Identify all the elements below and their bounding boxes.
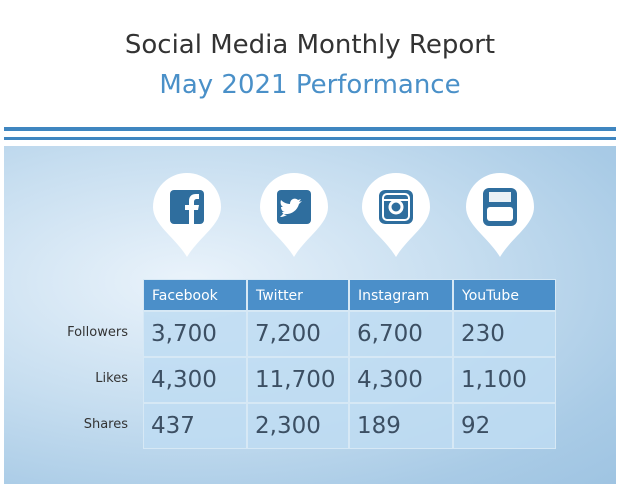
column-header: Instagram <box>349 279 453 311</box>
table-cell: 437 <box>143 403 247 449</box>
table-cell: 2,300 <box>247 403 349 449</box>
table-cell: 1,100 <box>453 357 556 403</box>
divider <box>4 137 616 140</box>
row-label: Followers <box>67 325 128 340</box>
row-label: Likes <box>95 371 128 386</box>
subtitle: May 2021 Performance <box>159 70 461 100</box>
title: Social Media Monthly Report <box>124 30 496 60</box>
table-cell: 4,300 <box>349 357 453 403</box>
table-cell: 92 <box>453 403 556 449</box>
column-header: Facebook <box>143 279 247 311</box>
column-header: Twitter <box>247 279 349 311</box>
table-cell: 6,700 <box>349 311 453 357</box>
column-header: YouTube <box>453 279 556 311</box>
table-cell: 3,700 <box>143 311 247 357</box>
table-cell: 4,300 <box>143 357 247 403</box>
table-cell: 189 <box>349 403 453 449</box>
table-cell: 11,700 <box>247 357 349 403</box>
table-cell: 7,200 <box>247 311 349 357</box>
divider <box>4 127 616 131</box>
row-label: Shares <box>83 417 128 432</box>
table-cell: 230 <box>453 311 556 357</box>
